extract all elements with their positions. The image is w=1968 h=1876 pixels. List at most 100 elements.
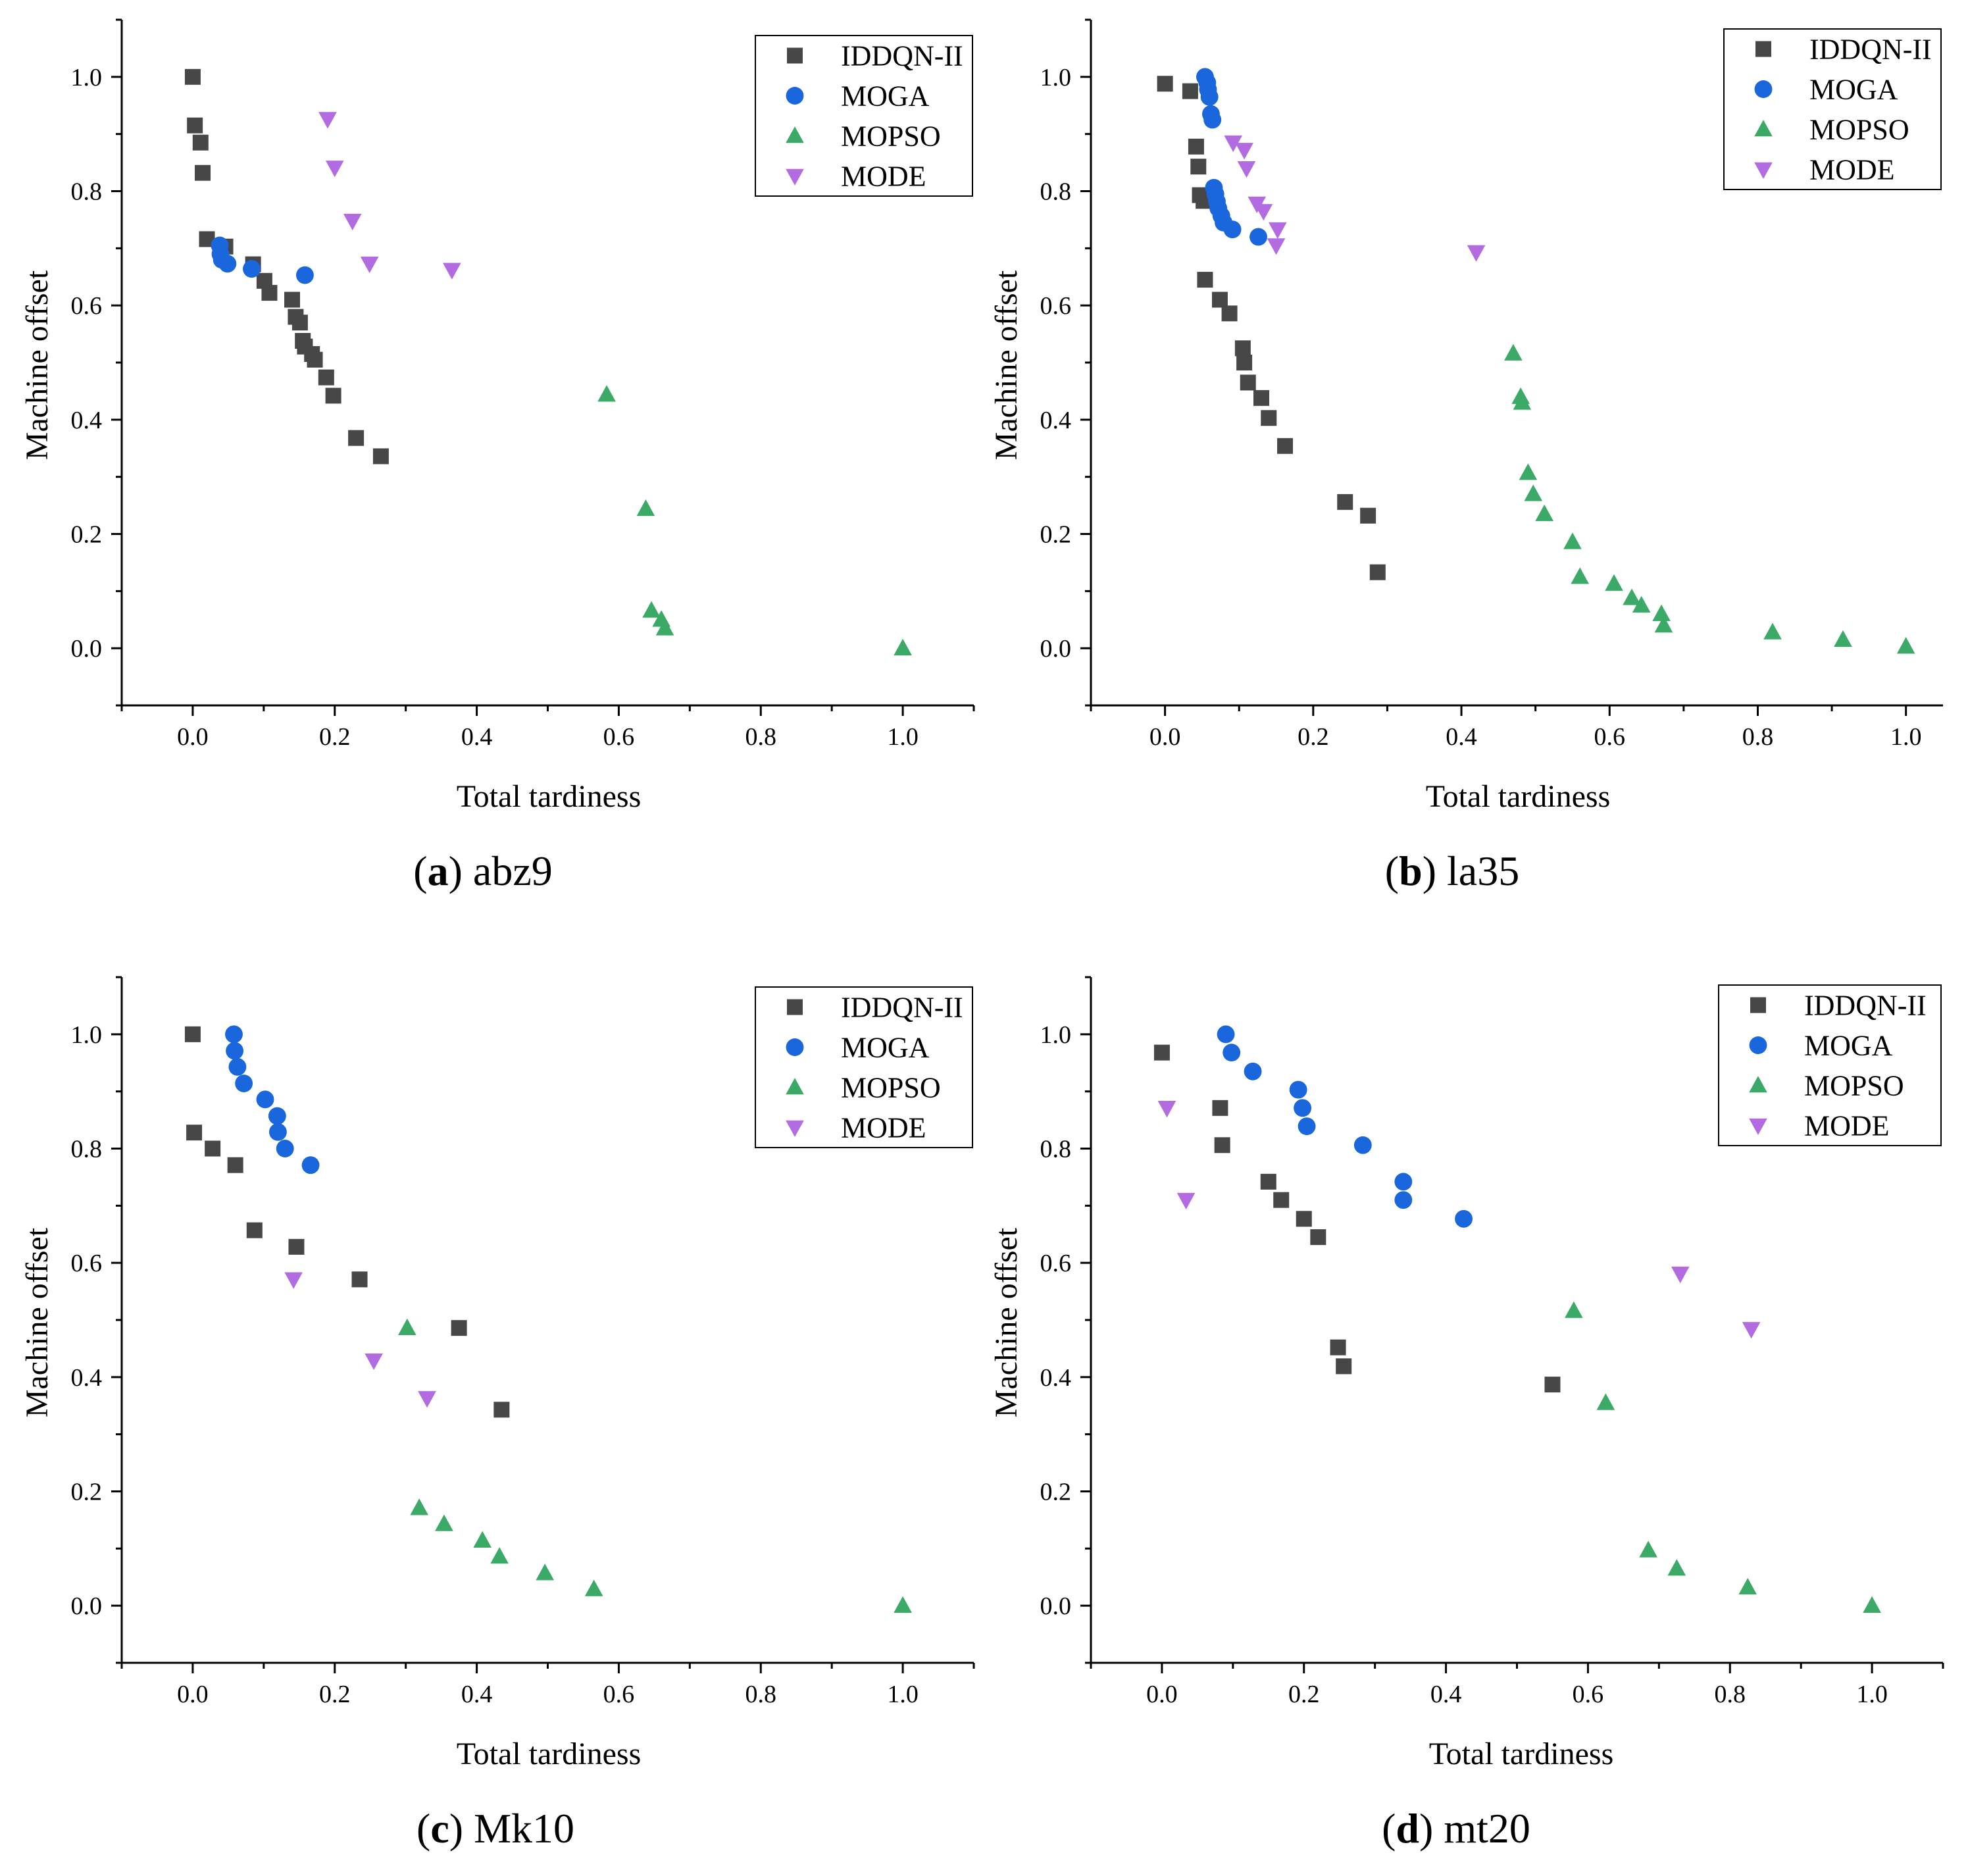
x-tick-label-b: 0.8 xyxy=(1742,723,1774,751)
point-mode xyxy=(1742,1322,1761,1339)
point-moga xyxy=(1200,88,1219,106)
legend-marker-iddqn-ii xyxy=(1750,997,1766,1013)
point-mopso xyxy=(1563,532,1582,549)
x-tick-label-d: 0.8 xyxy=(1715,1681,1746,1708)
legend-marker-moga xyxy=(1754,80,1773,98)
y-tick-label-b: 0.2 xyxy=(1040,521,1072,549)
caption-letter-c: c xyxy=(430,1805,449,1852)
chart-panel-a: 0.0 0.2 0.4 0.6 0.8 1.0 0.0 0.2 0.4 0.6 0.8 1.0 Tot… xyxy=(20,18,975,894)
legend-label-iddqn-ii: IDDQN-II xyxy=(841,992,963,1024)
x-tick-label-a: 0.0 xyxy=(177,723,209,751)
y-tick-label-b: 0.4 xyxy=(1040,407,1072,434)
series-mode-a xyxy=(318,112,461,280)
point-iddqn-ii xyxy=(1277,438,1294,454)
legend-label-moga: MOGA xyxy=(841,1032,930,1064)
point-mopso xyxy=(1513,393,1532,410)
data-points-b xyxy=(1157,68,1915,654)
point-iddqn-ii xyxy=(284,292,300,308)
point-iddqn-ii xyxy=(1188,138,1204,155)
point-mode xyxy=(1235,143,1253,160)
series-moga-a xyxy=(211,236,314,284)
point-mopso xyxy=(536,1563,554,1581)
point-iddqn-ii xyxy=(192,134,209,151)
y-tick-label-d: 0.8 xyxy=(1040,1136,1072,1163)
legend-a: IDDQN-II MOGA MOPSO MODE xyxy=(755,35,973,197)
ticks-b: 0.0 0.2 0.4 0.6 0.8 1.0 0.0 0.2 0.4 0.6 0.8 1.0 xyxy=(1040,18,1921,751)
point-moga xyxy=(225,1025,243,1044)
point-mode xyxy=(1254,204,1273,221)
point-iddqn-ii xyxy=(1273,1192,1290,1208)
y-tick-label-a: 0.4 xyxy=(71,407,103,434)
x-tick-label-c: 0.8 xyxy=(745,1681,777,1708)
x-tick-label-a: 1.0 xyxy=(887,723,919,751)
point-iddqn-ii xyxy=(1337,494,1353,510)
series-mode-c xyxy=(284,1272,436,1408)
point-mode xyxy=(1467,245,1486,262)
point-mopso xyxy=(1519,463,1538,480)
legend-c: IDDQN-II MOGA MOPSO MODE xyxy=(755,986,973,1148)
series-moga-b xyxy=(1196,68,1267,246)
data-points-a xyxy=(184,68,912,655)
legend-label-moga: MOGA xyxy=(1809,74,1898,106)
point-mopso xyxy=(1623,588,1641,605)
y-tick-label-c: 0.6 xyxy=(71,1250,103,1277)
legend-label-iddqn-ii: IDDQN-II xyxy=(841,40,963,72)
point-mopso xyxy=(1667,1559,1686,1576)
point-moga xyxy=(1289,1080,1307,1099)
point-iddqn-ii xyxy=(1182,83,1198,99)
point-mopso xyxy=(398,1318,416,1335)
x-tick-label-d: 0.2 xyxy=(1288,1681,1320,1708)
series-mopso-c xyxy=(398,1318,912,1613)
series-mode-d xyxy=(1157,1101,1761,1339)
point-moga xyxy=(243,260,261,278)
caption-title-c: Mk10 xyxy=(474,1805,574,1852)
y-tick-label-d: 0.6 xyxy=(1040,1250,1072,1277)
legend-marker-mopso xyxy=(786,1078,804,1095)
point-moga xyxy=(268,1123,287,1141)
point-mopso xyxy=(1504,343,1523,361)
point-mopso xyxy=(1605,574,1623,591)
ticks-a: 0.0 0.2 0.4 0.6 0.8 1.0 0.0 0.2 0.4 0.6 0.8 1.0 xyxy=(71,18,975,751)
point-iddqn-ii xyxy=(1211,292,1228,308)
x-tick-label-b: 0.2 xyxy=(1298,723,1329,751)
point-mode xyxy=(1157,1101,1176,1118)
y-axis-title-d: Machine offset xyxy=(989,1227,1024,1417)
legend-marker-mode xyxy=(1749,1118,1767,1135)
legend-marker-iddqn-ii xyxy=(1755,41,1771,57)
point-mopso xyxy=(435,1514,453,1531)
point-mopso xyxy=(894,1596,912,1613)
point-mopso xyxy=(642,601,661,618)
legend-marker-moga xyxy=(786,1038,804,1056)
x-axis-title-c: Total tardiness xyxy=(457,1737,642,1771)
legend-marker-iddqn-ii xyxy=(787,47,803,64)
point-iddqn-ii xyxy=(372,448,389,465)
point-mode xyxy=(365,1353,383,1371)
legend-label-mode: MODE xyxy=(1809,154,1895,186)
point-moga xyxy=(235,1075,253,1092)
y-tick-label-b: 0.0 xyxy=(1040,635,1072,663)
x-tick-label-c: 0.2 xyxy=(319,1681,351,1708)
legend-label-mopso: MOPSO xyxy=(841,120,941,153)
x-tick-label-b: 0.6 xyxy=(1594,723,1626,751)
y-tick-label-c: 0.4 xyxy=(71,1364,103,1392)
point-iddqn-ii xyxy=(187,117,203,134)
point-iddqn-ii xyxy=(1157,76,1173,92)
x-tick-label-a: 0.8 xyxy=(745,723,777,751)
panel-caption-a: (a) abz9 xyxy=(413,848,552,894)
y-tick-label-c: 0.2 xyxy=(71,1479,103,1506)
x-tick-label-a: 0.4 xyxy=(461,723,493,751)
point-iddqn-ii xyxy=(451,1320,467,1336)
data-points-d xyxy=(1153,1025,1881,1613)
point-mopso xyxy=(1654,616,1673,633)
legend-label-mode: MODE xyxy=(1804,1110,1890,1142)
point-iddqn-ii xyxy=(1336,1358,1352,1375)
point-iddqn-ii xyxy=(1190,159,1207,175)
legend-marker-moga xyxy=(786,87,804,105)
legend-marker-moga xyxy=(1749,1036,1767,1054)
legend-marker-mode xyxy=(786,168,804,186)
legend-marker-mode xyxy=(1754,162,1773,179)
point-iddqn-ii xyxy=(1214,1137,1230,1153)
series-mopso-d xyxy=(1565,1301,1881,1613)
legend-label-mode: MODE xyxy=(841,161,926,193)
point-iddqn-ii xyxy=(307,351,323,368)
